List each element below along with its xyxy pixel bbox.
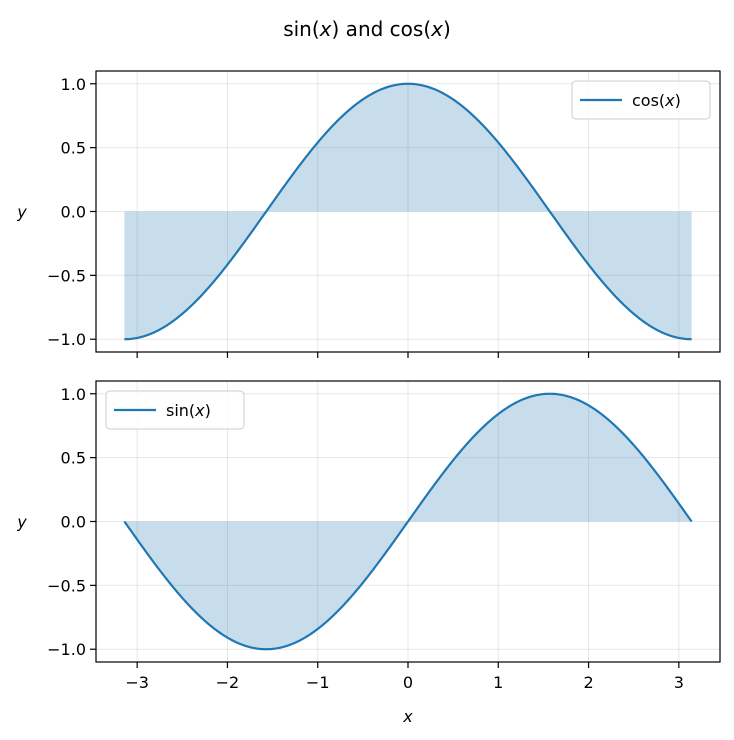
sin-xlabel: x: [402, 707, 413, 726]
cos-ytick-label: 1.0: [61, 75, 86, 94]
cos-ylabel: y: [16, 203, 27, 222]
sin-ytick-label: −0.5: [47, 576, 86, 595]
sin-panel: −3 −2 −1 0 1 2 3 −1.0 −0.5 0.0 0.5 1.0 y x sin(x): [16, 380, 721, 726]
sin-xtick-label: 0: [403, 673, 413, 692]
sin-ytick-label: 1.0: [61, 385, 86, 404]
sin-xtick-label: 2: [583, 673, 593, 692]
sin-xtick-label: 1: [493, 673, 503, 692]
cos-legend-label: cos(x): [632, 91, 681, 110]
cos-ytick-label: 0.5: [61, 139, 86, 158]
sin-ylabel: y: [16, 513, 27, 532]
sin-xtick-label: 3: [674, 673, 684, 692]
cos-legend: cos(x): [571, 80, 711, 120]
cos-legend-box: [571, 80, 711, 120]
sin-ytick-label: −1.0: [47, 640, 86, 659]
sin-ytick-label: 0.5: [61, 449, 86, 468]
figure-title: sin(x) and cos(x): [283, 17, 451, 41]
sin-legend: sin(x): [105, 390, 245, 430]
cos-ytick-label: −0.5: [47, 266, 86, 285]
sin-legend-box: [105, 390, 245, 430]
sin-xtick-label: −2: [216, 673, 240, 692]
cos-fill-area: [124, 83, 692, 340]
sin-ytick-label: 0.0: [61, 513, 86, 532]
cos-ytick-label: −1.0: [47, 330, 86, 349]
sin-legend-label: sin(x): [166, 401, 211, 420]
sin-xtick-label: −3: [125, 673, 149, 692]
cos-series-line: [124, 82, 692, 341]
cos-ytick-label: 0.0: [61, 203, 86, 222]
sin-series-line: [123, 392, 693, 651]
sin-xtick-label: −1: [306, 673, 330, 692]
cos-panel: −1.0 −0.5 0.0 0.5 1.0 y cos(x): [16, 70, 721, 358]
